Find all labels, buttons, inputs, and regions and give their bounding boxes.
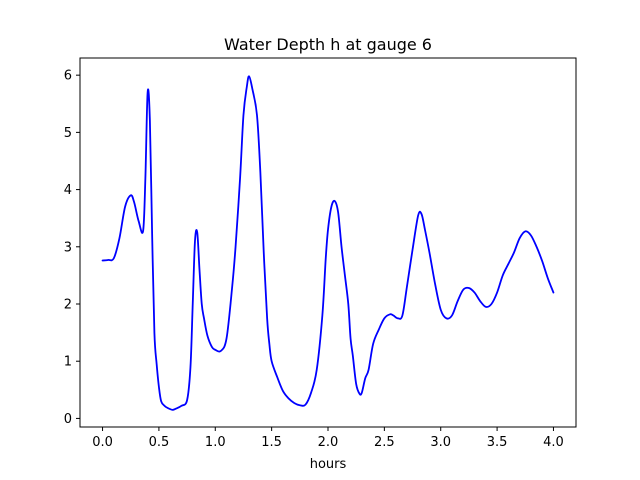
y-tick-label: 1 [64,355,72,370]
axes-frame [79,57,577,428]
x-tick-label: 2.5 [374,435,395,450]
x-tick-label: 3.5 [487,435,508,450]
y-axis-ticks: 0 1 2 3 4 5 6 [64,69,80,427]
x-tick-label: 0.5 [149,435,170,450]
y-tick-label: 0 [64,412,72,427]
y-tick-label: 4 [64,183,72,198]
x-tick-label: 0.0 [92,435,113,450]
y-tick-label: 2 [64,298,72,313]
y-tick-label: 3 [64,240,72,255]
y-tick-label: 6 [64,69,72,84]
x-tick-label: 2.0 [318,435,339,450]
x-tick-label: 1.5 [261,435,282,450]
x-tick-label: 1.0 [205,435,226,450]
x-axis-ticks: 0.0 0.5 1.0 1.5 2.0 2.5 3.0 3.5 4.0 [92,427,564,450]
plot-area [101,75,555,411]
chart-title: Water Depth h at gauge 6 [224,35,432,54]
series-line [101,75,555,411]
x-tick-label: 4.0 [543,435,564,450]
x-axis-label: hours [310,457,347,472]
x-tick-label: 3.0 [430,435,451,450]
y-tick-label: 5 [64,126,72,141]
